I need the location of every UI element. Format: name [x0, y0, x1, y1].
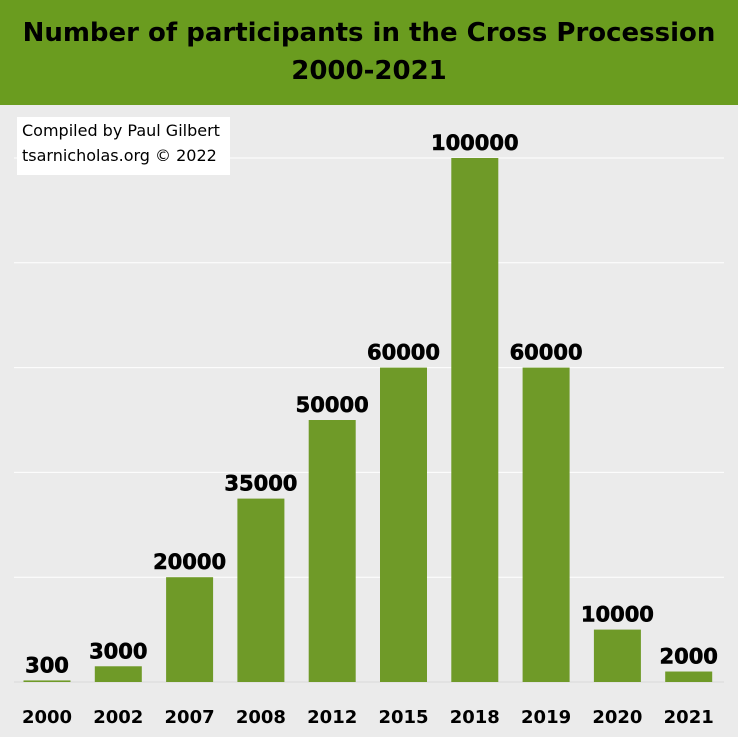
- x-tick-label-2008: 2008: [236, 707, 286, 728]
- bar-2018: [451, 158, 499, 682]
- data-label-2021: 2000: [659, 645, 717, 669]
- x-tick-label-2018: 2018: [450, 707, 500, 728]
- x-tick-label-2000: 2000: [22, 707, 72, 728]
- x-tick-label-2019: 2019: [521, 707, 571, 728]
- data-label-2020: 10000: [581, 603, 654, 627]
- x-tick-label-2002: 2002: [93, 707, 143, 728]
- bar-2021: [665, 671, 713, 682]
- data-label-2000: 300: [25, 653, 69, 677]
- credit-line-1: Compiled by Paul Gilbert: [22, 121, 220, 140]
- data-label-2018: 100000: [431, 131, 519, 155]
- bar-2000: [23, 680, 71, 682]
- data-label-2015: 60000: [367, 341, 440, 365]
- bars: [23, 158, 713, 682]
- bar-2019: [522, 367, 570, 682]
- bar-2012: [308, 420, 356, 682]
- data-label-2019: 60000: [510, 341, 583, 365]
- chart-title-line-1: Number of participants in the Cross Proc…: [22, 18, 716, 48]
- bar-2015: [380, 367, 427, 682]
- data-label-2002: 3000: [89, 639, 147, 663]
- x-axis-tick-labels: 2000 2002 2007 2008 2012 2015 2018 2019 2020 2021: [22, 707, 714, 728]
- x-tick-label-2020: 2020: [592, 707, 642, 728]
- data-label-2008: 35000: [224, 472, 297, 496]
- data-labels: 300 3000 20000 35000 50000 60000 100000 60000 10…: [25, 131, 718, 678]
- chart-header: Number of participants in the Cross Proc…: [0, 0, 738, 105]
- credit-line-2: tsarnicholas.org © 2022: [22, 146, 217, 165]
- bar-2002: [94, 666, 142, 682]
- chart-title-line-2: 2000-2021: [291, 56, 447, 86]
- data-label-2007: 20000: [153, 550, 226, 574]
- data-label-2012: 50000: [296, 393, 369, 417]
- x-tick-label-2012: 2012: [307, 707, 357, 728]
- x-tick-label-2021: 2021: [664, 707, 714, 728]
- bar-2020: [593, 629, 641, 682]
- x-tick-label-2007: 2007: [165, 707, 215, 728]
- x-tick-label-2015: 2015: [378, 707, 428, 728]
- bar-2007: [166, 577, 214, 682]
- bar-2008: [237, 498, 285, 682]
- credit-box: Compiled by Paul Gilbert tsarnicholas.or…: [17, 117, 230, 175]
